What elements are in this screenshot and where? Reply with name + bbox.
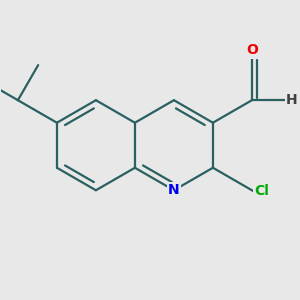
Text: O: O (246, 44, 258, 57)
Text: Cl: Cl (254, 184, 269, 198)
Text: H: H (286, 93, 297, 107)
Text: N: N (168, 183, 180, 197)
